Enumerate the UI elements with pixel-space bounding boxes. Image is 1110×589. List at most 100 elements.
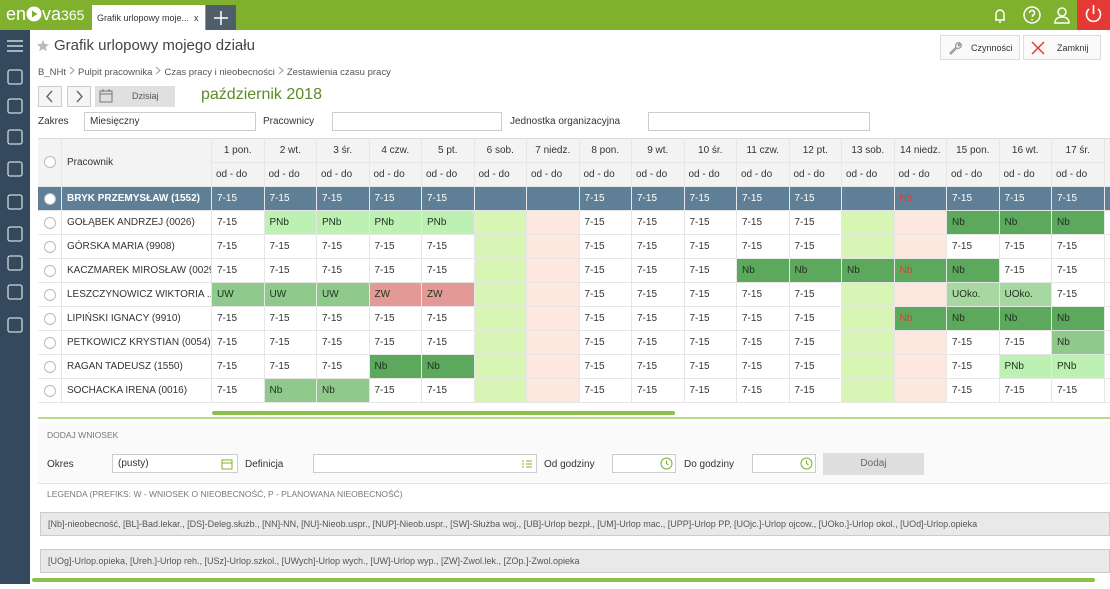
schedule-cell[interactable]: Nb	[947, 307, 1000, 331]
schedule-cell[interactable]: 7-15	[422, 331, 475, 355]
schedule-cell[interactable]: 7-15	[632, 259, 685, 283]
schedule-cell[interactable]: 7-15	[947, 331, 1000, 355]
schedule-cell[interactable]: 7-15	[632, 187, 685, 211]
schedule-cell[interactable]	[475, 211, 528, 235]
schedule-cell[interactable]: Nb	[265, 379, 318, 403]
schedule-cell[interactable]: 7-15	[632, 307, 685, 331]
schedule-cell[interactable]: 7-15	[265, 187, 318, 211]
employee-name[interactable]: KACZMAREK MIROSŁAW (0029)	[62, 259, 212, 283]
schedule-cell[interactable]: 7-15	[790, 379, 843, 403]
schedule-cell[interactable]: 7-15	[370, 235, 423, 259]
schedule-cell[interactable]	[527, 355, 580, 379]
schedule-cell[interactable]	[842, 355, 895, 379]
schedule-cell[interactable]: 7-15	[370, 307, 423, 331]
schedule-cell[interactable]: PNb	[370, 211, 423, 235]
schedule-cell[interactable]: 7-15	[212, 355, 265, 379]
schedule-cell[interactable]: 7-15	[632, 283, 685, 307]
next-button[interactable]	[67, 86, 91, 107]
schedule-cell[interactable]	[475, 283, 528, 307]
schedule-cell[interactable]: UOko.	[947, 283, 1000, 307]
schedule-cell[interactable]: UW	[317, 283, 370, 307]
breadcrumb-item[interactable]: Pulpit pracownika	[78, 67, 152, 78]
schedule-cell[interactable]: 7-15	[737, 379, 790, 403]
employee-name[interactable]: BRYK PRZEMYSŁAW (1552)	[62, 187, 212, 211]
scope-input[interactable]: Miesięczny	[84, 112, 256, 131]
schedule-cell[interactable]: 7-15	[212, 331, 265, 355]
checkbox[interactable]	[44, 265, 56, 277]
schedule-cell[interactable]: 7-15	[790, 331, 843, 355]
schedule-cell[interactable]	[527, 187, 580, 211]
schedule-cell[interactable]: Nb	[895, 259, 948, 283]
breadcrumb-item[interactable]: Zestawienia czasu pracy	[287, 67, 391, 78]
schedule-cell[interactable]: PNb	[1052, 355, 1105, 379]
bell-icon[interactable]	[990, 5, 1010, 25]
from-input[interactable]	[612, 454, 676, 473]
schedule-cell[interactable]	[527, 259, 580, 283]
schedule-cell[interactable]: 7-15	[1000, 379, 1053, 403]
schedule-cell[interactable]	[842, 331, 895, 355]
checkbox[interactable]	[44, 241, 56, 253]
schedule-cell[interactable]: PNb	[422, 211, 475, 235]
schedule-cell[interactable]: 7-15	[1052, 283, 1105, 307]
schedule-cell[interactable]: 7-15	[317, 235, 370, 259]
schedule-cell[interactable]: 7-15	[422, 379, 475, 403]
schedule-cell[interactable]: Nb	[422, 355, 475, 379]
schedule-cell[interactable]: 7-15	[265, 331, 318, 355]
schedule-cell[interactable]: Nb	[790, 259, 843, 283]
definition-input[interactable]	[313, 454, 537, 473]
schedule-cell[interactable]: 7-15	[790, 187, 843, 211]
schedule-cell[interactable]: 7-15	[580, 235, 633, 259]
add-button[interactable]: Dodaj	[823, 453, 924, 475]
schedule-cell[interactable]: 7-15	[632, 331, 685, 355]
schedule-cell[interactable]: 7-15	[580, 187, 633, 211]
today-button[interactable]: Dzisiaj	[95, 86, 175, 107]
schedule-cell[interactable]: UW	[212, 283, 265, 307]
schedule-cell[interactable]: Nb	[370, 355, 423, 379]
schedule-cell[interactable]: UW	[265, 283, 318, 307]
employee-name[interactable]: LIPIŃSKI IGNACY (9910)	[62, 307, 212, 331]
schedule-cell[interactable]: 7-15	[580, 379, 633, 403]
schedule-cell[interactable]	[527, 379, 580, 403]
schedule-cell[interactable]: 7-15	[685, 211, 738, 235]
schedule-cell[interactable]: 7-15	[632, 355, 685, 379]
employee-name[interactable]: GOŁĄBEK ANDRZEJ (0026)	[62, 211, 212, 235]
schedule-cell[interactable]: 7-15	[1052, 259, 1105, 283]
schedule-cell[interactable]	[842, 211, 895, 235]
unit-input[interactable]	[648, 112, 870, 131]
close-button[interactable]: Zamknij	[1023, 35, 1101, 60]
schedule-cell[interactable]: Nb	[947, 259, 1000, 283]
schedule-cell[interactable]: 7-15	[212, 187, 265, 211]
employees-input[interactable]	[332, 112, 502, 131]
schedule-cell[interactable]: 7-15	[737, 307, 790, 331]
new-tab-button[interactable]	[206, 5, 236, 30]
schedule-cell[interactable]: Nb	[317, 379, 370, 403]
schedule-cell[interactable]: 7-15	[1000, 259, 1053, 283]
schedule-cell[interactable]: Nb	[737, 259, 790, 283]
schedule-cell[interactable]: 7-15	[370, 259, 423, 283]
schedule-cell[interactable]	[842, 283, 895, 307]
schedule-cell[interactable]	[475, 259, 528, 283]
schedule-cell[interactable]	[895, 379, 948, 403]
checkbox[interactable]	[44, 289, 56, 301]
schedule-cell[interactable]: 7-15	[265, 235, 318, 259]
schedule-cell[interactable]: 7-15	[1000, 235, 1053, 259]
schedule-cell[interactable]	[842, 379, 895, 403]
schedule-cell[interactable]: 7-15	[212, 307, 265, 331]
schedule-cell[interactable]: 7-15	[632, 379, 685, 403]
schedule-cell[interactable]	[895, 283, 948, 307]
schedule-cell[interactable]: 7-15	[685, 259, 738, 283]
schedule-cell[interactable]: 7-15	[317, 331, 370, 355]
schedule-cell[interactable]	[475, 355, 528, 379]
schedule-cell[interactable]: 7-15	[422, 259, 475, 283]
schedule-cell[interactable]: 7-15	[685, 379, 738, 403]
schedule-cell[interactable]: 7-15	[685, 187, 738, 211]
schedule-cell[interactable]	[475, 187, 528, 211]
schedule-cell[interactable]	[475, 331, 528, 355]
schedule-cell[interactable]: Nb	[947, 211, 1000, 235]
employee-name[interactable]: GÓRSKA MARIA (9908)	[62, 235, 212, 259]
employee-name[interactable]: PETKOWICZ KRYSTIAN (0054)	[62, 331, 212, 355]
checkbox[interactable]	[44, 337, 56, 349]
schedule-cell[interactable]: Nb	[1052, 211, 1105, 235]
user-icon[interactable]	[1052, 5, 1072, 25]
schedule-cell[interactable]: 7-15	[947, 379, 1000, 403]
